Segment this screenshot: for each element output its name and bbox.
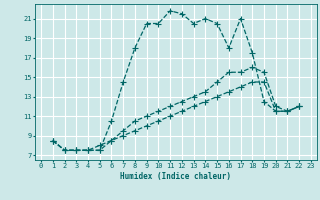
X-axis label: Humidex (Indice chaleur): Humidex (Indice chaleur) xyxy=(121,172,231,181)
